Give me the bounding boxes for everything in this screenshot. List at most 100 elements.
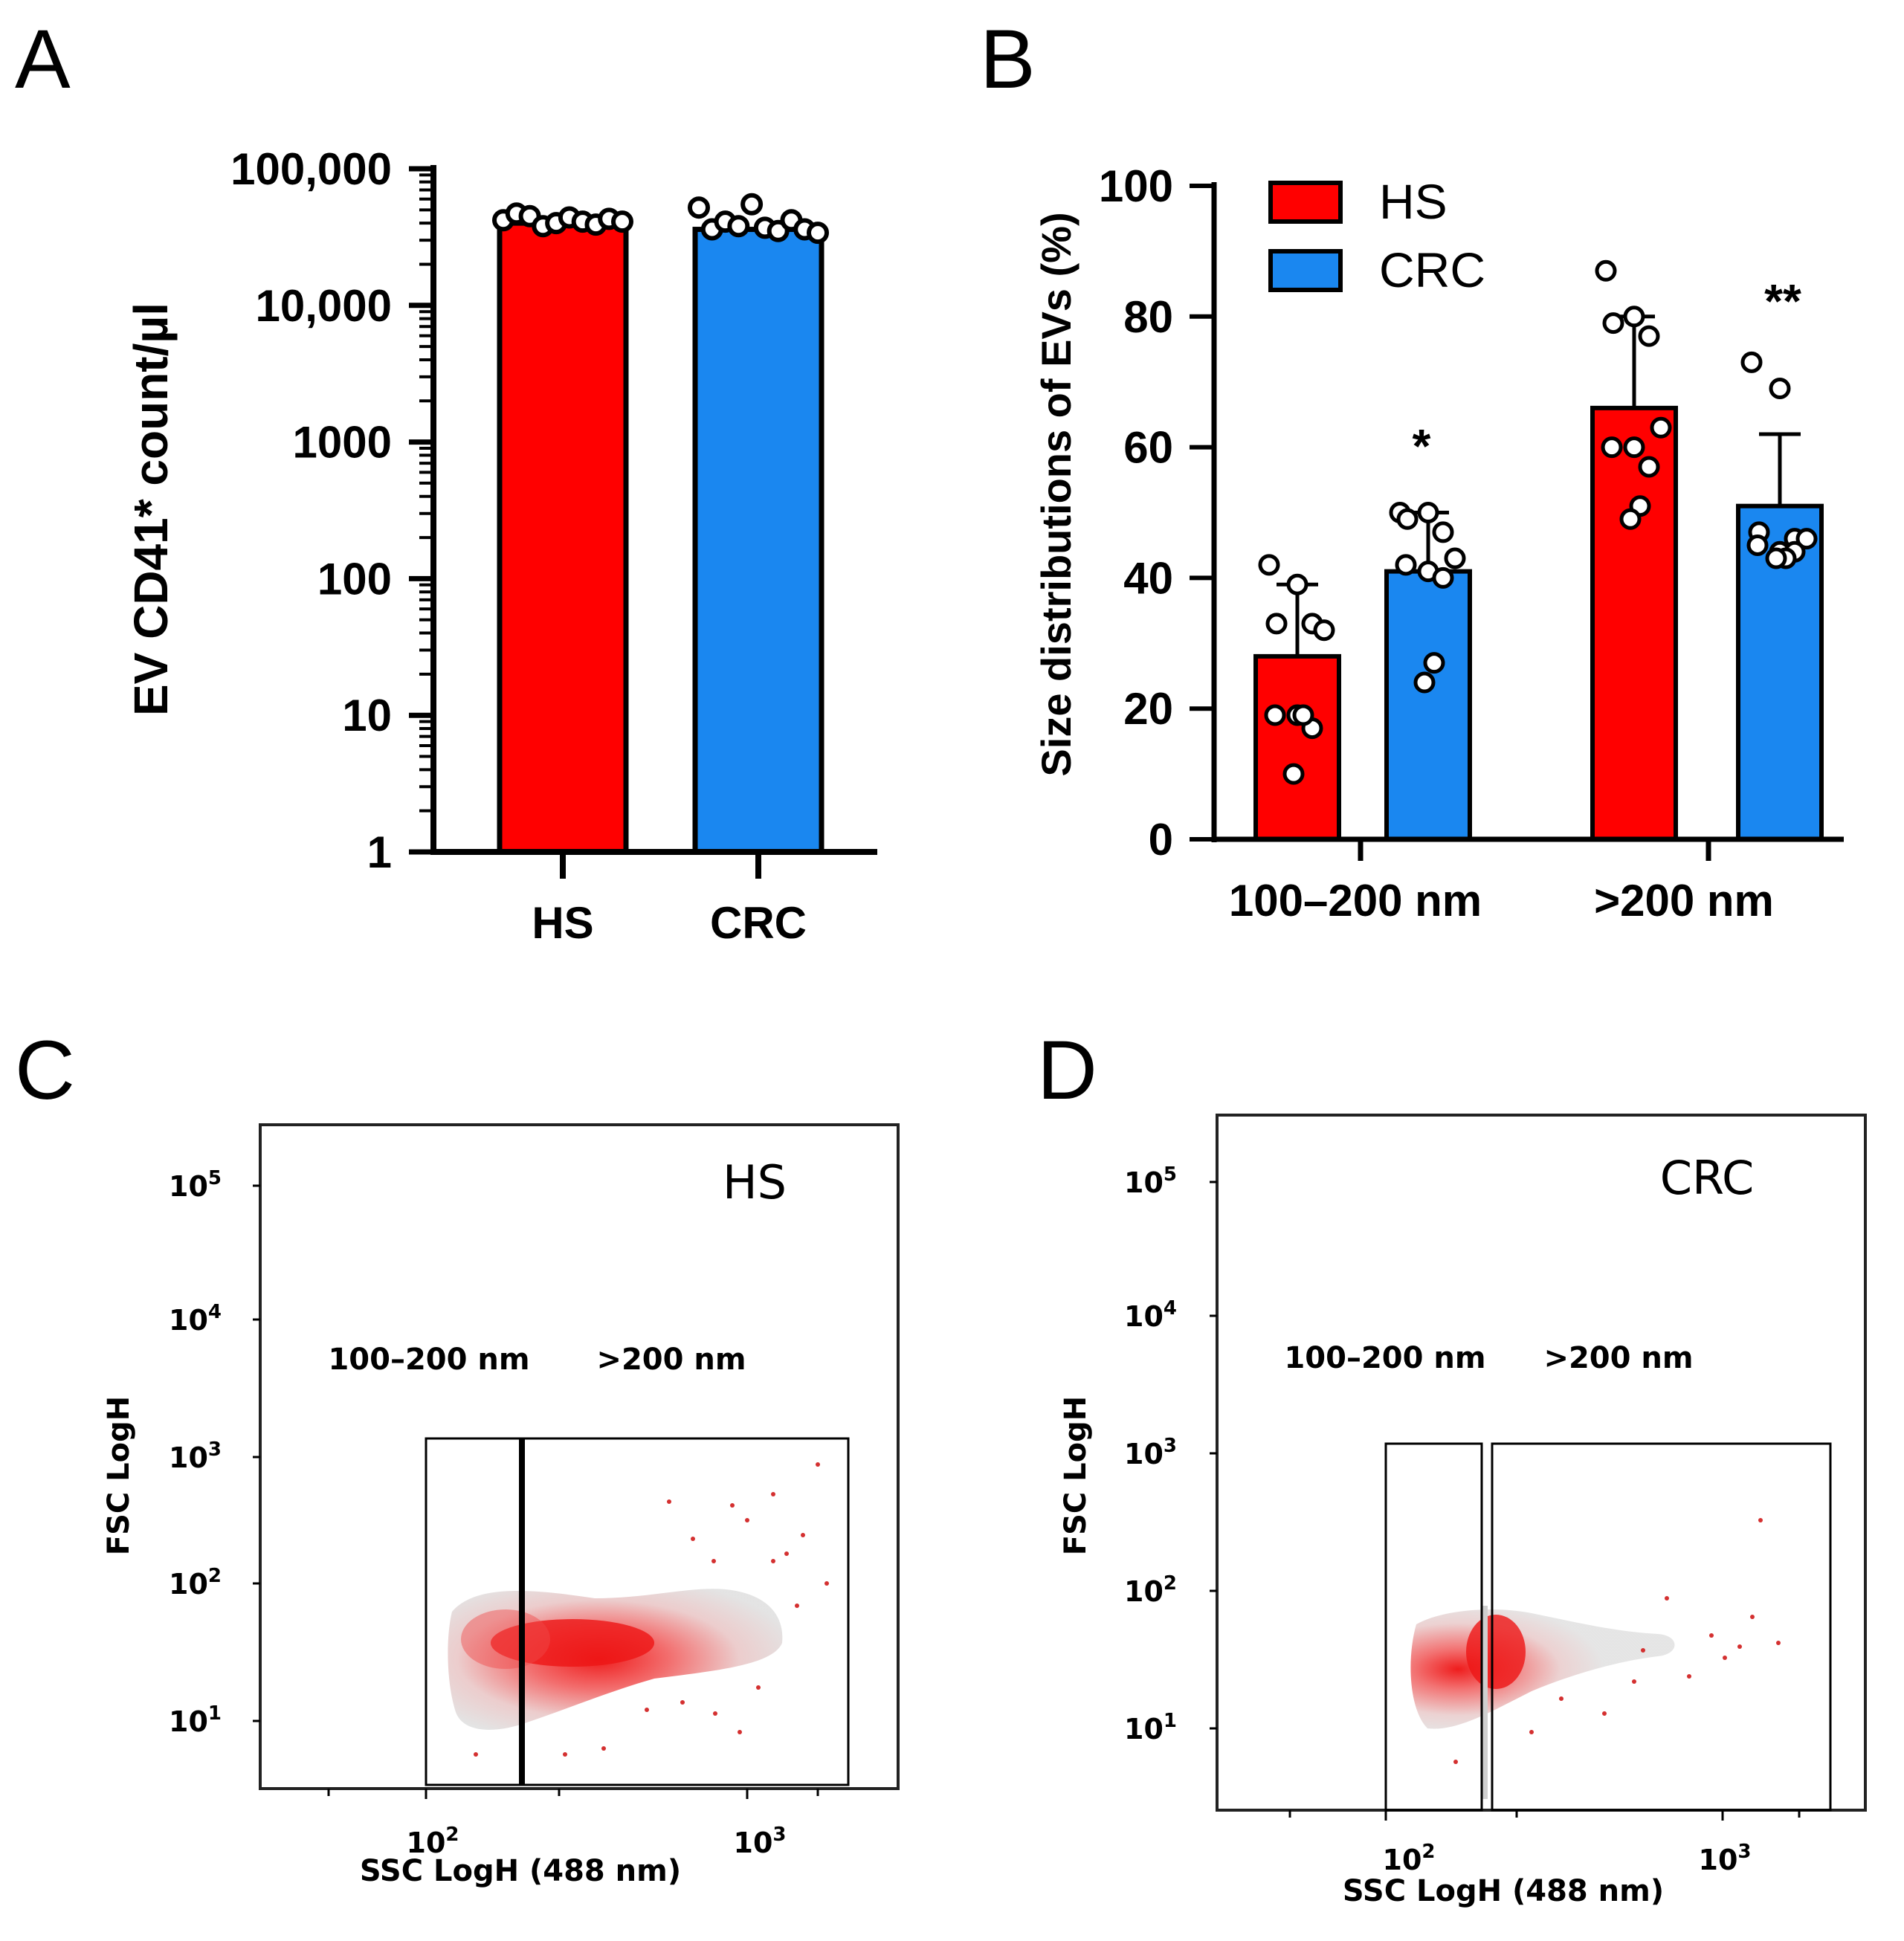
panel-b-data-point <box>1746 534 1769 556</box>
panel-b-chart: Size distributions of EVs (%) 0 20 40 60 80 1… <box>1033 161 1844 926</box>
panel-d-title: CRC <box>1660 1151 1755 1205</box>
panel-b-ylabel: Size distributions of EVs (%) <box>1033 212 1080 776</box>
panel-d-x-ticks <box>1288 1810 1801 1821</box>
panel-b-data-point <box>1623 436 1645 459</box>
panel-b-y-tick-label: 40 <box>1123 553 1173 603</box>
panel-a-y-tick-label: 10 <box>342 691 392 740</box>
legend-swatch-hs <box>1268 181 1343 224</box>
legend-label-crc: CRC <box>1379 242 1485 297</box>
flow-y-tick-label: 103 <box>169 1438 222 1474</box>
panel-a-y-tick-label: 1000 <box>293 418 392 468</box>
panel-d-y-ticks <box>1210 1181 1217 1730</box>
panel-b-data-point <box>1638 325 1660 347</box>
legend-swatch-crc <box>1268 249 1343 292</box>
panel-b-data-point <box>1623 306 1645 328</box>
flow-y-tick-label: 102 <box>1124 1572 1177 1608</box>
panel-label-c: C <box>15 1024 75 1117</box>
panel-c-xlabel: SSC LogH (488 nm) <box>360 1854 681 1888</box>
panel-c-gate-label-1: 100–200 nm <box>328 1343 529 1377</box>
flow-y-tick-label: 104 <box>169 1301 222 1337</box>
panel-b-data-point <box>1650 416 1672 439</box>
panel-d-gate-label-2: >200 nm <box>1543 1341 1693 1375</box>
panel-a-ylabel: EV CD41* count/µl <box>124 303 178 716</box>
panel-a-category-hs: HS <box>532 898 593 948</box>
panel-b-data-point <box>1286 573 1308 595</box>
panel-label-d: D <box>1037 1024 1097 1117</box>
panel-d-gate-label-1: 100–200 nm <box>1284 1341 1485 1375</box>
flow-y-tick-label: 101 <box>1124 1710 1177 1745</box>
panel-b-data-point <box>1292 704 1314 726</box>
panel-c-x-ticks <box>327 1789 819 1799</box>
flow-y-tick-label: 105 <box>169 1167 222 1203</box>
panel-b-data-point <box>1444 547 1466 569</box>
panel-a-category-crc: CRC <box>710 898 807 948</box>
flow-x-tick-label: 103 <box>734 1824 787 1859</box>
panel-b-data-point <box>1432 521 1454 543</box>
panel-a-data-point <box>807 222 829 245</box>
panel-b-data-point <box>1765 547 1787 569</box>
panel-b-y-tick-label: 0 <box>1149 815 1173 865</box>
panel-label-a: A <box>15 13 71 106</box>
panel-b-data-point <box>1264 704 1286 726</box>
flow-y-tick-label: 102 <box>169 1565 222 1601</box>
panel-d-gate-box-2 <box>1491 1442 1832 1812</box>
panel-b-y-tick-label: 60 <box>1123 423 1173 473</box>
panel-b-y-ticks: 0 20 40 60 80 100 <box>1099 161 1214 865</box>
significance-mark-2: ** <box>1764 274 1801 328</box>
flow-y-tick-label: 104 <box>1124 1297 1177 1333</box>
panel-d-xlabel: SSC LogH (488 nm) <box>1343 1874 1664 1908</box>
panel-b-data-point <box>1602 312 1624 335</box>
legend-label-hs: HS <box>1379 174 1448 229</box>
panel-label-b: B <box>980 13 1036 106</box>
panel-b-data-point <box>1313 619 1335 642</box>
panel-a-y-tick-label: 1 <box>367 827 392 877</box>
panel-b-data-point <box>1619 508 1642 530</box>
panel-c-gate-box <box>425 1437 850 1786</box>
panel-b-data-point <box>1395 554 1417 576</box>
panel-a-bars <box>497 220 824 855</box>
panel-b-data-point <box>1432 566 1454 589</box>
panel-b-data-point <box>1417 502 1439 523</box>
panel-b-data-point <box>1795 528 1818 550</box>
panel-d-x-tick-labels: 102 103 <box>1383 1841 1752 1876</box>
panel-a-data-point <box>688 196 710 219</box>
panel-b-data-point <box>1396 508 1419 530</box>
panel-c-ylabel: FSC LogH <box>102 1396 136 1556</box>
panel-b-data-point <box>1769 377 1791 399</box>
panel-d-flow-plot: CRC 100–200 nm >200 nm 105 <box>1059 1114 1867 1908</box>
panel-c-x-tick-labels: 102 103 <box>407 1824 787 1859</box>
panel-c-y-tick-labels: 105 104 103 102 101 <box>169 1167 222 1738</box>
panel-a-points <box>492 193 829 245</box>
panel-b-category-1: 100–200 nm <box>1229 876 1482 926</box>
panel-b-data-point <box>1265 613 1288 635</box>
panel-c-y-ticks <box>253 1184 260 1722</box>
panel-a-bar-crc <box>692 227 824 855</box>
panel-b-data-point <box>1282 763 1305 785</box>
panel-b-data-point <box>1258 554 1280 576</box>
panel-a-y-tick-label: 100,000 <box>230 144 392 194</box>
panel-c-flow-plot: HS 100–200 nm >200 nm <box>102 1123 900 1888</box>
panel-b-data-point <box>1595 259 1617 282</box>
panel-a-y-ticks: 100,000 10,000 1000 100 10 1 <box>230 144 433 877</box>
panel-b-data-point <box>1423 652 1445 674</box>
panel-a-data-point <box>611 210 633 233</box>
panel-b-data-point <box>1413 671 1436 694</box>
panel-b-bar-hs <box>1590 405 1678 842</box>
panel-a-y-tick-label: 10,000 <box>255 281 392 331</box>
flow-x-tick-label: 102 <box>407 1824 459 1859</box>
panel-d-frame <box>1216 1114 1867 1812</box>
panel-c-title: HS <box>723 1155 787 1210</box>
flow-y-tick-label: 103 <box>1124 1435 1177 1470</box>
panel-b-category-2: >200 nm <box>1594 876 1774 926</box>
panel-b-y-tick-label: 20 <box>1123 684 1173 734</box>
panel-a-data-point <box>740 193 764 216</box>
panel-b-points <box>1258 259 1818 785</box>
significance-mark-1: * <box>1413 419 1431 473</box>
panel-b-error-bars <box>1277 314 1801 656</box>
panel-a-y-tick-label: 100 <box>317 554 392 604</box>
panel-c-gate-label-2: >200 nm <box>596 1343 746 1377</box>
panel-a-data-point <box>727 215 750 238</box>
flow-x-tick-label: 103 <box>1699 1841 1752 1876</box>
panel-b-y-tick-label: 100 <box>1099 161 1173 211</box>
